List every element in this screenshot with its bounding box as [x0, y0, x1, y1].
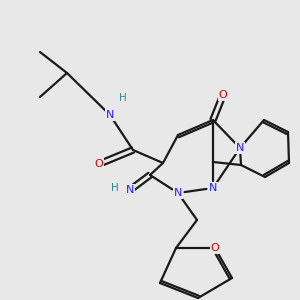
Text: O: O — [94, 159, 103, 169]
Text: N: N — [209, 183, 217, 193]
Text: O: O — [219, 90, 227, 100]
Text: N: N — [236, 143, 244, 153]
Text: N: N — [106, 110, 114, 120]
Text: H: H — [111, 183, 119, 193]
Text: N: N — [126, 185, 134, 195]
Text: H: H — [119, 93, 127, 103]
Text: N: N — [174, 188, 182, 198]
Text: O: O — [211, 243, 219, 253]
